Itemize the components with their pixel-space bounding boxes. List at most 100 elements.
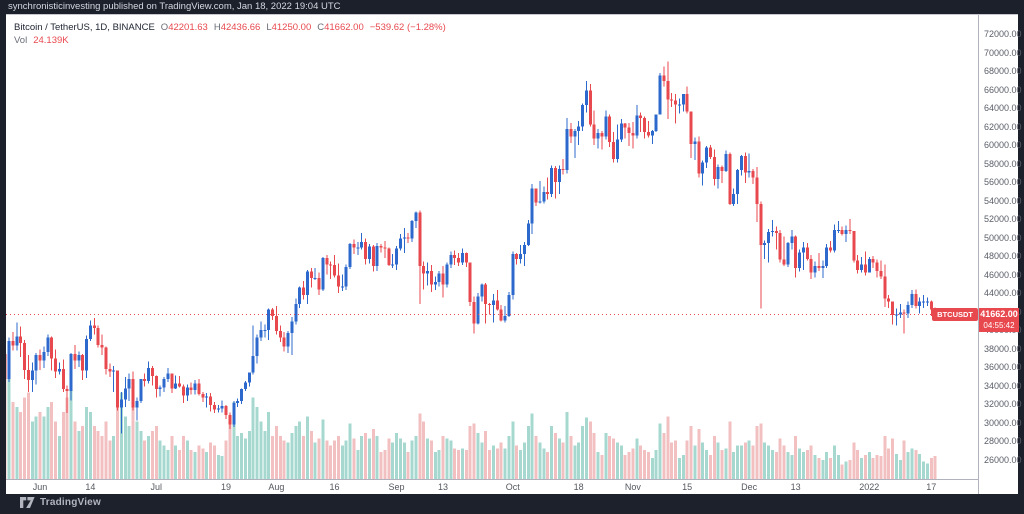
time-tick-label: 14	[85, 482, 96, 492]
volume-bar	[123, 416, 127, 479]
volume-bar	[759, 423, 763, 479]
volume-bar	[290, 432, 294, 479]
volume-bar	[623, 455, 627, 479]
volume-bar	[352, 438, 356, 479]
volume-bar	[340, 445, 344, 479]
candle-body	[247, 372, 251, 383]
volume-bar	[643, 450, 646, 479]
bar-countdown: 04:55:42	[983, 321, 1015, 330]
time-tick-label: Dec	[741, 482, 758, 492]
candle-body	[69, 354, 73, 392]
candle-body	[271, 309, 274, 317]
candle-body	[329, 264, 333, 266]
volume-bar	[542, 448, 546, 479]
candlestick-plot[interactable]	[6, 15, 978, 479]
legend-line-1: Bitcoin / TetherUS, 1D, BINANCE O42201.63…	[14, 21, 446, 34]
time-tick-label: Aug	[268, 482, 285, 492]
candle-body	[798, 252, 801, 268]
candle-body	[557, 169, 561, 182]
volume-bar	[383, 450, 387, 479]
candle-body	[282, 337, 286, 347]
candle-body	[464, 253, 468, 263]
volume-bar	[883, 435, 887, 479]
volume-bar	[770, 450, 774, 479]
volume-bar	[61, 411, 65, 479]
volume-bar	[321, 419, 325, 479]
volume-bar	[910, 448, 914, 479]
volume-bar	[844, 461, 848, 479]
volume-bar	[821, 459, 825, 479]
candle-body	[81, 354, 85, 371]
low-label: L	[266, 22, 272, 33]
high-value: 42436.66	[220, 22, 261, 33]
volume-bar	[875, 455, 879, 479]
candle-body	[495, 300, 499, 310]
candle-body	[910, 293, 914, 305]
candle-body	[441, 273, 445, 285]
candle-body	[54, 358, 57, 372]
volume-bar	[460, 448, 464, 479]
volume-bar	[445, 438, 449, 479]
time-scale[interactable]: Jun 14 Jul 19 Aug 16 Sep 13 Oct 18 Nov 15 Dec 13 2022 1…	[6, 479, 1018, 494]
publish-banner-text: synchronisticinvesting published on Trad…	[8, 1, 341, 12]
volume-bar	[933, 455, 937, 479]
candle-body	[402, 237, 406, 239]
tradingview-brand-link[interactable]: TradingView	[20, 497, 101, 508]
candle-body	[379, 245, 383, 248]
candle-body	[507, 294, 511, 317]
candle-body	[364, 242, 367, 259]
volume-bar	[596, 452, 600, 479]
candle-body	[898, 312, 902, 315]
candle-body	[689, 111, 693, 145]
volume-bar	[615, 442, 619, 479]
volume-bar	[216, 455, 220, 479]
volume-bar	[201, 448, 205, 479]
candle-body	[612, 142, 615, 159]
volume-bar	[433, 452, 437, 479]
candle-body	[697, 141, 701, 174]
candle-body	[139, 379, 143, 402]
candle-body	[782, 259, 786, 265]
open-label: O	[160, 22, 169, 33]
candle-body	[34, 354, 38, 371]
volume-bar	[728, 421, 732, 479]
price-tick-label: 32000.00	[984, 399, 1022, 409]
volume-bar	[631, 448, 635, 479]
candle-body	[480, 284, 484, 297]
volume-bar	[104, 421, 108, 479]
candle-body	[635, 115, 639, 136]
volume-bar	[367, 438, 371, 479]
candle-body	[181, 386, 185, 396]
price-tick-label: 50000.00	[984, 232, 1022, 243]
volume-bar	[705, 450, 708, 479]
candle-body	[646, 132, 650, 136]
volume-bar	[65, 397, 69, 479]
volume-bar	[898, 459, 902, 479]
volume-bar	[402, 442, 406, 479]
volume-bar	[863, 455, 867, 479]
candle-body	[588, 90, 592, 125]
volume-bar	[670, 442, 674, 479]
volume-bar	[236, 435, 240, 479]
candle-body	[352, 243, 356, 248]
candle-body	[449, 255, 453, 265]
volume-bar	[209, 442, 212, 479]
volume-bar	[100, 435, 104, 479]
volume-bar	[716, 442, 720, 479]
volume-bar	[472, 423, 476, 479]
volume-bar	[391, 442, 395, 479]
volume-bar	[274, 426, 278, 479]
candle-body	[817, 266, 821, 268]
candle-body	[232, 403, 236, 425]
volume-bar	[522, 442, 526, 479]
volume-bar	[809, 445, 813, 479]
candle-body	[503, 316, 507, 321]
candle-body	[340, 286, 344, 288]
last-price-badge: 41662.00 04:55:42	[979, 308, 1019, 332]
candle-body	[360, 242, 364, 248]
volume-bar	[205, 452, 209, 479]
candle-body	[104, 347, 108, 369]
candle-body	[197, 383, 201, 394]
price-scale[interactable]: 41662.00 04:55:42 72000.00 70000.00 68000.…	[978, 15, 1022, 494]
volume-bar	[677, 457, 681, 479]
